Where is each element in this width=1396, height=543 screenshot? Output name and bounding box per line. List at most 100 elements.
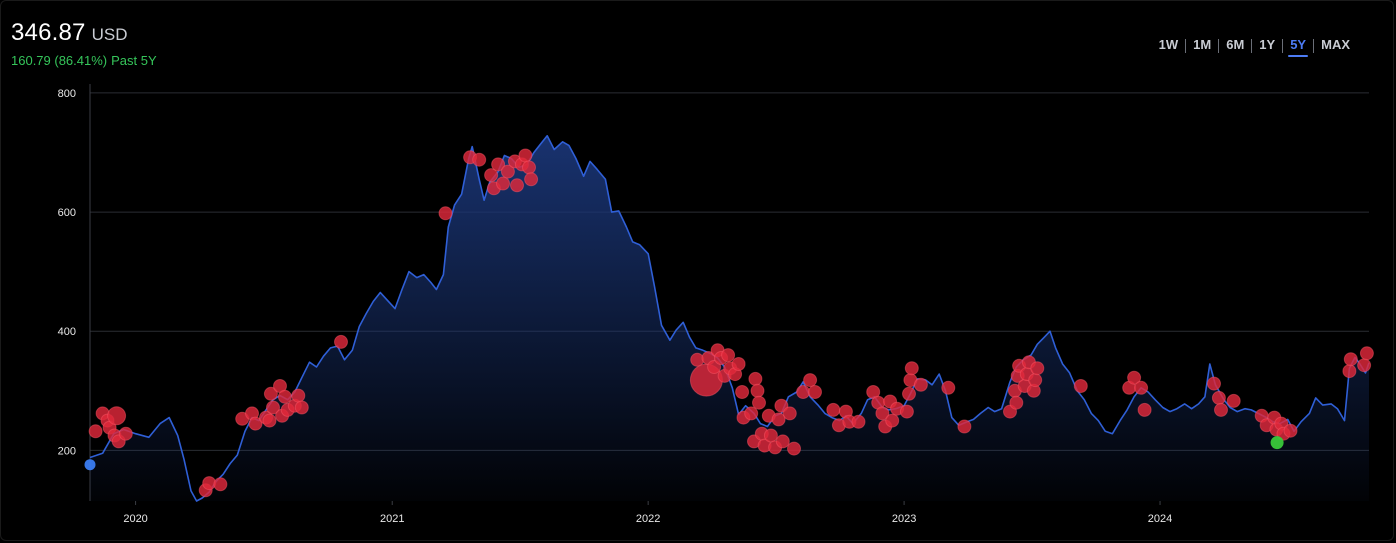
buy-marker [735, 385, 750, 399]
range-1m-button[interactable]: 1M [1193, 37, 1212, 52]
range-1w-button[interactable]: 1W [1158, 37, 1179, 52]
buy-marker [1226, 393, 1241, 408]
buy-marker [1359, 346, 1374, 361]
range-5y-button[interactable]: 5Y [1283, 35, 1313, 57]
buy-marker [1283, 423, 1298, 438]
buy-marker [266, 400, 280, 415]
range-divider [1251, 39, 1253, 53]
buy-marker [263, 386, 278, 401]
buy-marker [491, 157, 506, 172]
range-divider [1185, 39, 1187, 53]
buy-marker [1030, 361, 1045, 376]
x-tick-label: 2021 [380, 513, 404, 525]
buy-marker [902, 386, 916, 401]
buy-marker [731, 357, 746, 371]
buy-marker [510, 178, 524, 193]
buy-marker [334, 334, 348, 349]
range-divider [1313, 39, 1315, 53]
buy-marker [957, 419, 972, 434]
range-max-button[interactable]: MAX [1321, 37, 1350, 52]
change-period: Past 5Y [111, 53, 157, 68]
buy-marker [1214, 402, 1228, 417]
buy-marker [904, 361, 919, 376]
buy-marker [1211, 390, 1226, 405]
buy-marker [808, 385, 822, 399]
buy-marker [1137, 402, 1152, 417]
sell-marker [1270, 436, 1284, 450]
buy-marker [774, 398, 789, 413]
y-tick-label: 200 [58, 445, 76, 457]
buy-marker [763, 428, 778, 443]
start-marker [84, 459, 96, 471]
buy-marker [1028, 373, 1043, 388]
buy-marker [277, 389, 292, 404]
buy-marker [496, 176, 510, 191]
buy-marker [1073, 379, 1088, 393]
buy-marker [851, 414, 866, 429]
price-line [89, 135, 1370, 502]
price-summary: 346.87 USD 160.79 (86.41%) Past 5Y [11, 19, 157, 68]
buy-marker [438, 206, 453, 221]
buy-marker [796, 385, 811, 399]
buy-marker [707, 360, 722, 374]
y-tick-label: 400 [58, 326, 76, 338]
buy-marker [294, 400, 309, 415]
buy-marker [1342, 364, 1357, 379]
buy-marker [1343, 352, 1358, 367]
buy-marker [107, 406, 127, 426]
buy-marker [885, 413, 900, 428]
buy-marker [500, 164, 515, 179]
range-divider [1218, 39, 1220, 53]
buy-marker [787, 441, 801, 456]
time-range-selector: 1W 1M 6M 1Y 5Y MAX [1152, 35, 1357, 57]
x-tick-label: 2020 [123, 513, 147, 525]
buy-marker [899, 404, 914, 419]
buy-marker [484, 168, 499, 183]
buy-marker [291, 388, 306, 403]
buy-marker [1134, 380, 1149, 395]
range-6m-button[interactable]: 6M [1226, 37, 1245, 52]
change-value: 160.79 (86.41%) [11, 53, 108, 68]
range-1y-button[interactable]: 1Y [1259, 37, 1276, 52]
buy-marker [1127, 370, 1142, 385]
x-tick-label: 2024 [1148, 513, 1172, 525]
buy-marker [518, 148, 533, 163]
price-line: 346.87 USD [11, 19, 157, 47]
buy-marker [866, 385, 881, 399]
buy-marker [273, 379, 287, 393]
price-area [90, 135, 1369, 502]
y-tick-label: 800 [58, 88, 76, 100]
buy-marker [118, 426, 133, 441]
current-price: 346.87 [11, 19, 86, 46]
buy-marker [748, 371, 763, 386]
buy-marker [771, 412, 786, 427]
buy-marker [472, 152, 487, 167]
buy-marker [775, 434, 790, 449]
range-divider [1282, 39, 1284, 53]
buy-marker [744, 406, 759, 421]
buy-marker [803, 373, 818, 388]
buy-marker [782, 406, 797, 421]
buy-marker [875, 406, 890, 421]
y-tick-label: 600 [58, 207, 76, 219]
price-change: 160.79 (86.41%) Past 5Y [11, 53, 157, 68]
buy-marker [1009, 395, 1024, 410]
buy-marker [941, 380, 956, 395]
buy-marker [262, 413, 277, 428]
buy-marker [213, 477, 228, 492]
buy-marker [750, 383, 765, 398]
buy-marker [248, 416, 263, 431]
buy-marker [88, 424, 103, 439]
buy-marker [826, 402, 841, 417]
x-tick-label: 2022 [636, 513, 660, 525]
buy-marker [752, 395, 766, 410]
buy-marker [721, 348, 736, 363]
buy-marker [1357, 358, 1372, 373]
currency-label: USD [91, 25, 128, 44]
buy-marker [522, 160, 536, 175]
buy-marker [913, 377, 928, 392]
buy-marker [524, 172, 539, 187]
buy-marker [1207, 376, 1221, 391]
